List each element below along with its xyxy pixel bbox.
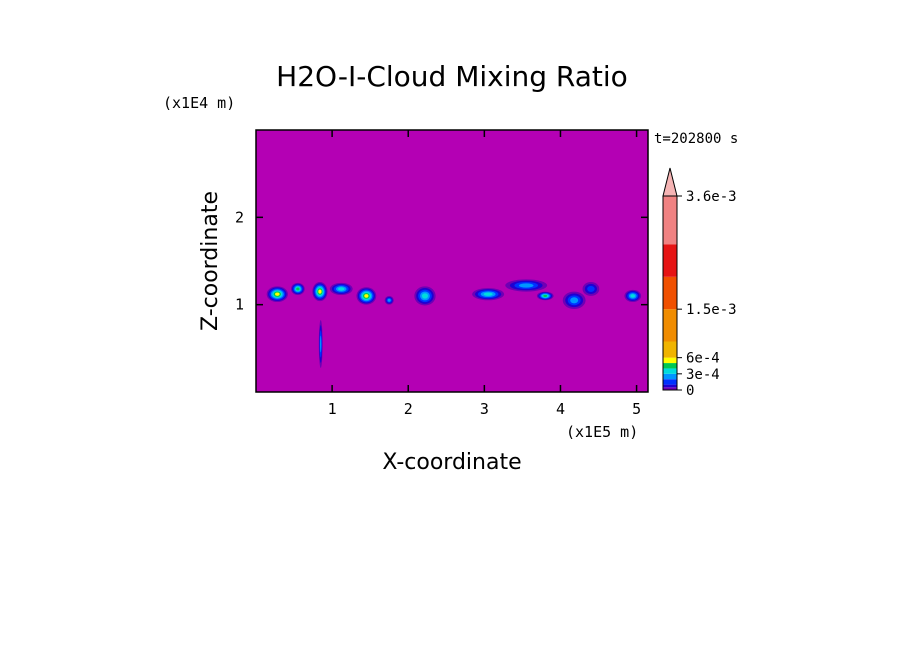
x-axis-label: X-coordinate [382,450,521,475]
colorbar-band [663,196,677,245]
colorbar-band [663,309,677,342]
colorbar-band [663,341,677,358]
timestamp-label: t=202800 s [654,131,738,147]
colorbar-frame [662,195,678,391]
cloud-contour-5-level-7 [364,294,369,298]
cloud-contour-13-level-5 [630,294,636,298]
cloud-contour-2-level-7 [318,289,322,294]
x-tick-label: 1 [328,400,337,418]
cloud-contour-3-level-4 [320,335,322,353]
colorbar-label: 3e-4 [686,367,720,383]
colorbar-band [663,387,677,390]
colorbar-label: 1.5e-3 [686,302,737,318]
cloud-contour-6-level-4 [387,298,391,302]
colorbar-label: 6e-4 [686,351,720,367]
colorbar-band [663,244,677,277]
cloud-contour-8-level-5 [483,292,493,296]
y-tick-label: 2 [235,208,244,226]
x-tick-label: 3 [480,400,489,418]
colorbar-band [663,363,677,369]
x-tick-label: 2 [404,400,413,418]
colorbar-band [663,368,677,374]
colorbar-extend-arrow [662,167,678,197]
colorbar-band [663,384,677,388]
colorbar: 3.6e-3 1.5e-3 6e-43e-40 [662,167,737,399]
cloud-contour-12-level-3 [587,285,595,293]
plot-background [256,130,648,392]
x-tick-label: 5 [632,400,641,418]
x-tick-label: 4 [556,400,565,418]
colorbar-label: 3.6e-3 [686,189,737,205]
colorbar-label: 0 [686,383,694,399]
colorbar-band [663,379,677,385]
plot-frame [255,129,649,393]
y-unit-label: (x1E4 m) [163,94,235,112]
cloud-contour-0-level-7 [275,292,280,296]
cloud-contour-1-level-6 [296,287,300,291]
cloud-contour-9-level-4 [518,283,534,288]
chart-title: H2O-I-Cloud Mixing Ratio [276,60,628,93]
y-tick-label: 1 [235,296,244,314]
cloud-contours [266,279,642,368]
x-axis-ticks: 1 2 3 4 5 [328,130,641,418]
cloud-contour-10-level-6 [543,294,548,297]
cloud-contour-7-level-5 [421,293,429,299]
y-axis-label: Z-coordinate [198,191,223,331]
colorbar-band [663,373,677,380]
colorbar-band [663,276,677,310]
y-axis-ticks: 12 [235,208,648,314]
cloud-contour-4-level-5 [337,287,345,291]
x-unit-label: (x1E5 m) [566,423,638,441]
colorbar-band [663,357,677,364]
cloud-contour-11-level-4 [570,297,579,304]
